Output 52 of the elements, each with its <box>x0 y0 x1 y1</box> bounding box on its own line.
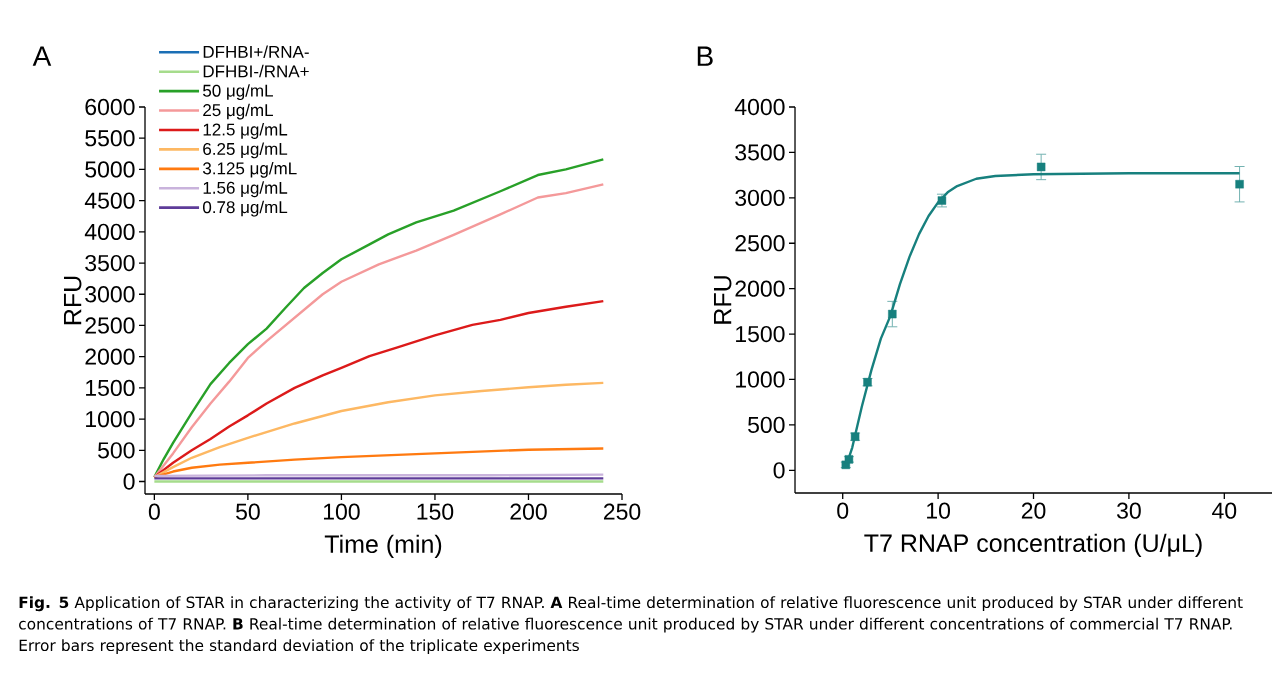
y-tick-label: 3000 <box>85 286 135 303</box>
text: Fig. 5 Application of STAR in characterizing the activity of T7 RNAP. A Real-time determination of relative fluorescence unit produced by STAR under different concentrations of T7 RNAP. B Real-time determination of relative fluorescence unit produced by STAR under different concentrations of commercial T7 RNAP. Error bars represent the standard deviation of the triplicate experiments <box>19 596 1243 655</box>
y-tick-label: 5500 <box>85 130 135 147</box>
x-tick-label: 50 <box>236 503 260 520</box>
x-tick-label: 0 <box>837 502 849 519</box>
y-tick-label: 2500 <box>85 317 135 334</box>
legend-label: 1.56 μg/mL <box>203 181 288 198</box>
legend-label: DFHBI-/RNA+ <box>203 64 309 78</box>
legend-label: 0.78 μg/mL <box>203 200 288 217</box>
legend-label: 3.125 μg/mL <box>202 161 297 178</box>
x-tick-label: 10 <box>927 502 951 519</box>
legend-label: 50 μg/mL <box>203 84 273 101</box>
y-tick-label: 2500 <box>735 235 785 252</box>
y-tick-label: 0 <box>773 462 785 479</box>
y-tick-label: 2000 <box>85 348 135 365</box>
y-tick-label: 1000 <box>736 371 785 388</box>
y-tick-label: 6000 <box>85 98 135 116</box>
x-tick-label: 20 <box>1021 502 1046 519</box>
y-tick-label: 3000 <box>735 189 785 206</box>
y-tick-label: 4500 <box>84 192 135 209</box>
y-tick-label: 500 <box>748 416 785 434</box>
legend-label: 6.25 μg/mL <box>203 142 288 159</box>
x-tick-label: 40 <box>1212 502 1237 519</box>
x-tick-label: 150 <box>417 503 454 520</box>
y-tick-label: 5000 <box>85 161 135 178</box>
legend-label: 25 μg/mL <box>203 103 273 120</box>
legend-label: 12.5 μg/mL <box>203 123 288 139</box>
chart-title: B <box>697 46 713 66</box>
y-tick-label: 500 <box>98 442 135 459</box>
x-tick-label: 250 <box>603 503 641 520</box>
y-tick-label: 2000 <box>735 280 785 297</box>
y-tick-label: 1500 <box>86 379 135 397</box>
x-tick-label: 200 <box>510 503 547 520</box>
point <box>1235 180 1244 189</box>
y-tick-label: 1000 <box>86 410 135 428</box>
y-tick-label: 0 <box>123 473 135 490</box>
point <box>888 309 897 319</box>
x-tick-label: 30 <box>1117 502 1141 519</box>
y-tick-label: 3500 <box>85 254 135 272</box>
y-tick-label: 4000 <box>734 98 785 116</box>
x-axis-title: T7 RNAP concentration (U/μL) <box>864 533 1202 557</box>
x-tick-label: 0 <box>148 503 160 520</box>
y-axis-title: RFU <box>713 276 732 324</box>
chart-title: A <box>32 46 52 66</box>
point <box>1036 162 1046 172</box>
y-tick-label: 1500 <box>736 325 785 343</box>
y-tick-label: 3500 <box>735 144 785 161</box>
x-tick-label: 100 <box>323 503 360 520</box>
y-axis-title: RFU <box>63 276 82 325</box>
y-tick-label: 4000 <box>84 223 135 240</box>
x-axis-title: Time (min) <box>324 534 442 558</box>
legend-label: DFHBI+/RNA- <box>203 45 309 58</box>
